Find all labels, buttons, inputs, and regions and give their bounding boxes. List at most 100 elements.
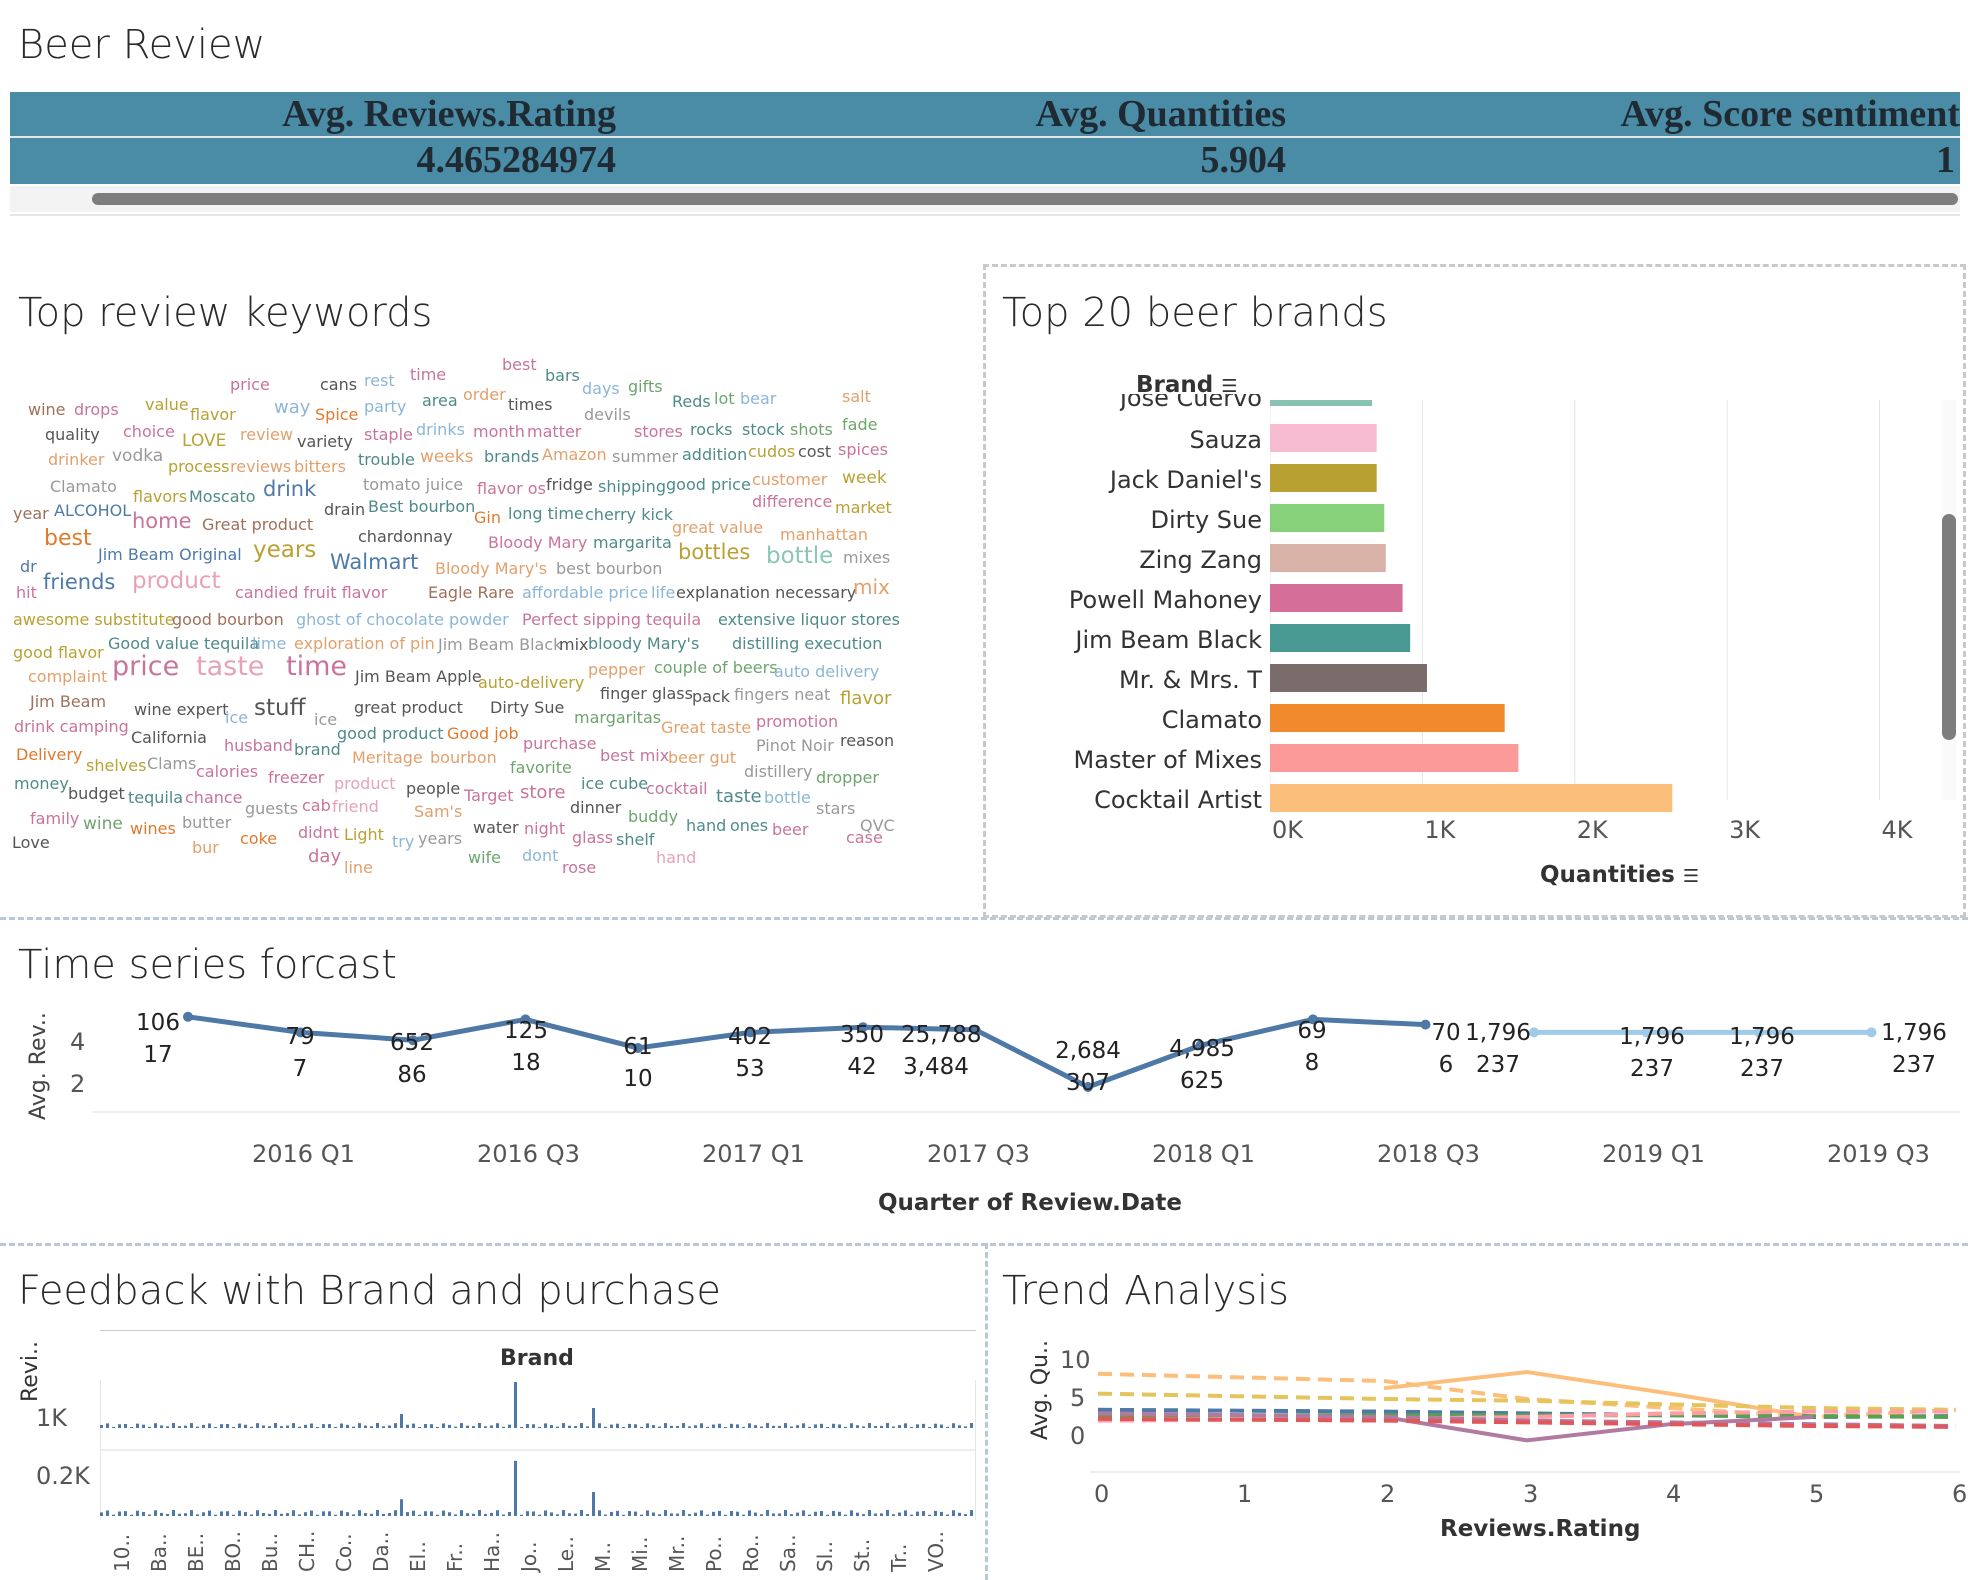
- feedback-bar[interactable]: [784, 1423, 787, 1428]
- feedback-bar[interactable]: [466, 1513, 469, 1516]
- feedback-bar[interactable]: [310, 1510, 313, 1516]
- keyword-83[interactable]: Bloody Mary's: [435, 559, 548, 578]
- keyword-19[interactable]: lot: [714, 389, 735, 408]
- keyword-140[interactable]: husband: [224, 736, 293, 755]
- feedback-bar[interactable]: [250, 1426, 253, 1428]
- feedback-bar[interactable]: [742, 1426, 745, 1428]
- feedback-bar[interactable]: [898, 1425, 901, 1428]
- feedback-bar[interactable]: [592, 1492, 595, 1516]
- feedback-bar[interactable]: [790, 1514, 793, 1516]
- feedback-bar[interactable]: [460, 1423, 463, 1428]
- feedback-bar[interactable]: [208, 1423, 211, 1428]
- brand-bar[interactable]: [1270, 424, 1377, 452]
- feedback-bar[interactable]: [244, 1424, 247, 1428]
- feedback-bar[interactable]: [388, 1513, 391, 1516]
- feedback-bar[interactable]: [778, 1425, 781, 1428]
- feedback-bar[interactable]: [502, 1426, 505, 1428]
- keyword-100[interactable]: Perfect sipping tequila: [522, 610, 702, 629]
- keyword-43[interactable]: weeks: [420, 447, 474, 467]
- brand-bar[interactable]: [1270, 584, 1403, 612]
- feedback-bar[interactable]: [454, 1426, 457, 1428]
- feedback-bar[interactable]: [766, 1510, 769, 1516]
- feedback-bar[interactable]: [322, 1511, 325, 1516]
- actual-point[interactable]: [858, 1022, 868, 1033]
- feedback-bar[interactable]: [472, 1513, 475, 1516]
- keyword-98[interactable]: good bourbon: [172, 610, 284, 629]
- feedback-bar[interactable]: [370, 1426, 373, 1428]
- actual-point[interactable]: [183, 1011, 193, 1022]
- keyword-117[interactable]: couple of beers: [654, 658, 778, 677]
- feedback-bar[interactable]: [832, 1510, 835, 1516]
- feedback-bar[interactable]: [916, 1424, 919, 1428]
- keyword-108[interactable]: bloody Mary's: [588, 634, 700, 653]
- keyword-81[interactable]: years: [253, 537, 317, 563]
- trend-series-line[interactable]: [1383, 1369, 1814, 1419]
- feedback-bar[interactable]: [406, 1424, 409, 1428]
- feedback-bar[interactable]: [796, 1425, 799, 1428]
- keyword-62[interactable]: year: [13, 504, 49, 523]
- feedback-bar[interactable]: [622, 1426, 625, 1428]
- feedback-bar[interactable]: [352, 1426, 355, 1428]
- keyword-165[interactable]: bottle: [764, 788, 811, 807]
- sort-icon[interactable]: ☰: [1221, 376, 1238, 397]
- keyword-36[interactable]: fade: [842, 415, 878, 434]
- forecast-point[interactable]: [1529, 1027, 1539, 1038]
- feedback-bar[interactable]: [262, 1512, 265, 1516]
- feedback-bar[interactable]: [550, 1512, 553, 1516]
- keyword-141[interactable]: brand: [294, 740, 341, 759]
- feedback-bar[interactable]: [388, 1425, 391, 1428]
- feedback-bar[interactable]: [430, 1424, 433, 1428]
- keyword-20[interactable]: bear: [740, 389, 777, 408]
- keyword-73[interactable]: best: [44, 526, 92, 551]
- feedback-bar[interactable]: [418, 1426, 421, 1428]
- feedback-bar[interactable]: [484, 1513, 487, 1516]
- keyword-190[interactable]: shelf: [616, 830, 655, 849]
- trend-series-line[interactable]: [1097, 1409, 1956, 1423]
- feedback-bar[interactable]: [808, 1514, 811, 1516]
- keyword-142[interactable]: Delivery: [16, 745, 83, 764]
- feedback-bar[interactable]: [424, 1511, 427, 1516]
- keyword-180[interactable]: night: [524, 819, 566, 838]
- keyword-33[interactable]: rocks: [690, 420, 733, 439]
- keyword-186[interactable]: coke: [240, 829, 278, 848]
- feedback-bar[interactable]: [874, 1513, 877, 1516]
- feedback-bar[interactable]: [538, 1426, 541, 1428]
- feedback-bar[interactable]: [844, 1426, 847, 1428]
- keyword-161[interactable]: chance: [185, 788, 243, 807]
- feedback-bar[interactable]: [700, 1423, 703, 1428]
- feedback-bar[interactable]: [568, 1425, 571, 1428]
- feedback-bar[interactable]: [412, 1510, 415, 1516]
- feedback-bar[interactable]: [124, 1511, 127, 1516]
- keyword-13[interactable]: way: [274, 397, 311, 418]
- feedback-bar[interactable]: [382, 1426, 385, 1428]
- feedback-bar[interactable]: [970, 1510, 973, 1516]
- keyword-129[interactable]: Dirty Sue: [490, 698, 565, 717]
- actual-series-line[interactable]: [187, 1014, 1426, 1090]
- trend-series-line[interactable]: [1383, 1415, 1814, 1443]
- feedback-bar[interactable]: [964, 1514, 967, 1516]
- feedback-bar[interactable]: [364, 1425, 367, 1428]
- keyword-116[interactable]: pepper: [588, 660, 645, 679]
- feedback-bar[interactable]: [220, 1511, 223, 1516]
- keyword-101[interactable]: extensive liquor stores: [718, 610, 900, 629]
- keyword-130[interactable]: margaritas: [574, 708, 662, 727]
- feedback-bar[interactable]: [172, 1423, 175, 1428]
- feedback-bar[interactable]: [862, 1514, 865, 1516]
- keyword-149[interactable]: calories: [196, 762, 259, 781]
- keyword-10[interactable]: drops: [74, 400, 119, 419]
- feedback-bar[interactable]: [370, 1513, 373, 1516]
- keyword-50[interactable]: spices: [838, 440, 888, 459]
- keyword-90[interactable]: product: [132, 568, 221, 594]
- keyword-184[interactable]: QVC: [860, 816, 895, 835]
- keyword-160[interactable]: tequila: [128, 788, 184, 807]
- keyword-156[interactable]: people: [406, 779, 461, 798]
- feedback-bar[interactable]: [310, 1423, 313, 1428]
- feedback-bar[interactable]: [616, 1423, 619, 1428]
- keyword-61[interactable]: week: [842, 468, 887, 488]
- feedback-bar[interactable]: [538, 1514, 541, 1516]
- keyword-121[interactable]: pack: [692, 687, 731, 706]
- feedback-bar[interactable]: [694, 1425, 697, 1428]
- feedback-bar[interactable]: [526, 1511, 529, 1516]
- feedback-bar[interactable]: [826, 1514, 829, 1516]
- keyword-124[interactable]: wine expert: [134, 700, 229, 719]
